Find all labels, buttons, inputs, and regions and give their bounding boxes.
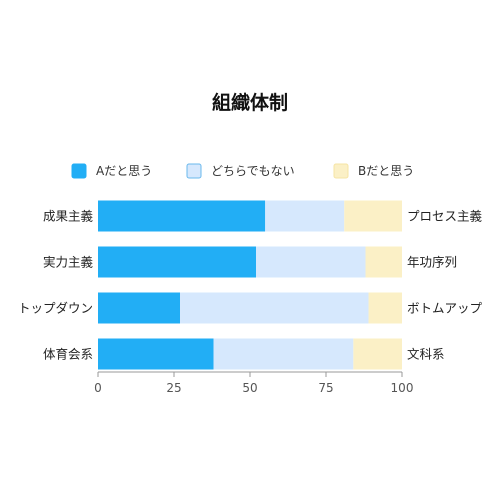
bar-segment <box>213 338 354 370</box>
chart-title: 組織体制 <box>211 92 288 114</box>
bars <box>98 200 402 370</box>
bar-segment <box>344 200 402 232</box>
bar-segment <box>265 200 345 232</box>
left-category-label: 体育会系 <box>43 347 93 362</box>
x-tick-label: 25 <box>166 381 181 395</box>
right-category-label: 文科系 <box>407 347 445 362</box>
bar-segment <box>180 292 369 324</box>
legend: Aだと思う どちらでもない Bだと思う <box>71 163 414 179</box>
left-category-label: 成果主義 <box>43 209 94 224</box>
legend-label: Bだと思う <box>358 164 414 178</box>
right-category-label: ボトムアップ <box>407 301 483 316</box>
bar-segment <box>98 200 266 232</box>
bar-segment <box>365 246 402 278</box>
legend-label: Aだと思う <box>96 164 152 178</box>
x-tick-label: 50 <box>242 381 257 395</box>
bar-segment <box>353 338 402 370</box>
right-category-label: 年功序列 <box>407 255 457 270</box>
left-category-label: トップダウン <box>18 301 93 316</box>
legend-swatch <box>71 163 87 179</box>
bar-segment <box>98 246 257 278</box>
legend-label: どちらでもない <box>211 164 295 178</box>
bar-segment <box>98 338 214 370</box>
x-axis: 0 25 50 75 100 <box>94 371 414 395</box>
legend-swatch <box>186 163 202 179</box>
bar-segment <box>256 246 366 278</box>
x-tick-label: 100 <box>391 381 414 395</box>
left-category-label: 実力主義 <box>43 255 94 270</box>
bar-segment <box>98 292 181 324</box>
right-category-label: プロセス主義 <box>407 209 483 224</box>
bar-segment <box>368 292 402 324</box>
x-tick-label: 0 <box>94 381 102 395</box>
x-tick-label: 75 <box>318 381 333 395</box>
legend-swatch <box>333 163 349 179</box>
